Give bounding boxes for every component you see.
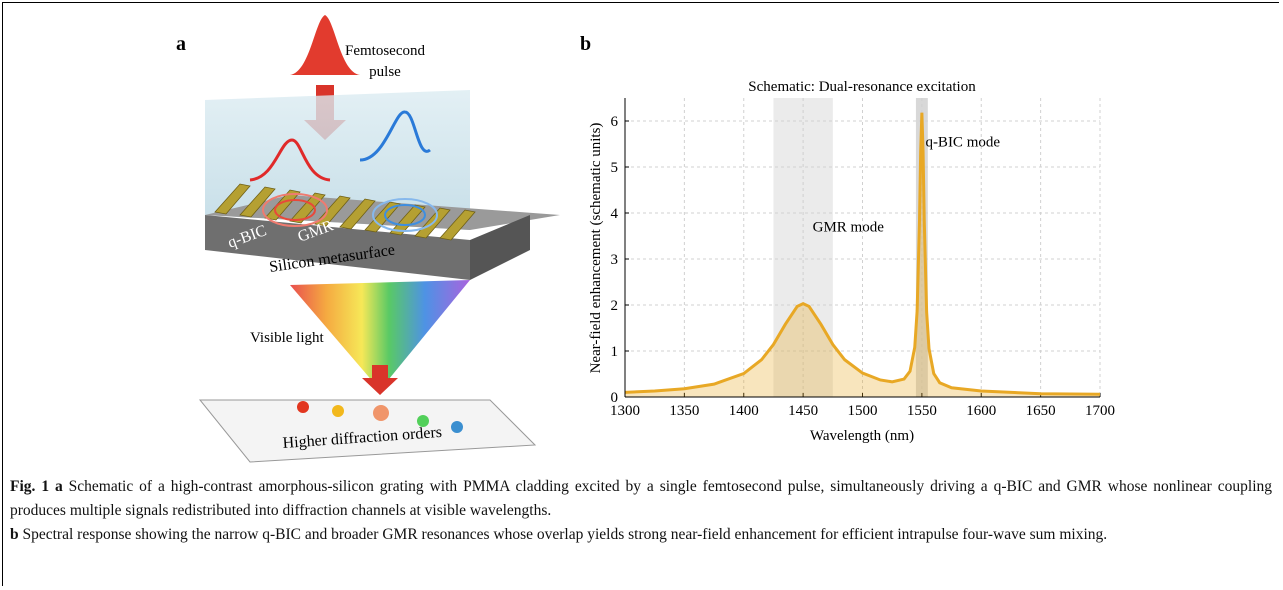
caption-label: Fig. 1	[10, 478, 50, 495]
pulse	[290, 15, 360, 75]
spot	[451, 421, 463, 433]
slab-front	[205, 215, 470, 280]
y-tick-label: 6	[611, 114, 619, 130]
caption-text: Spectral response showing the narrow q-B…	[22, 526, 1108, 543]
screen	[198, 399, 537, 463]
y-tick-label: 1	[611, 344, 619, 360]
y-tick-label: 2	[611, 298, 619, 314]
y-tick-label: 4	[611, 206, 619, 222]
light-cone	[290, 280, 470, 390]
light-label: Visible light	[250, 330, 325, 346]
gmr-wave	[359, 110, 431, 162]
x-tick-label: 1300	[610, 403, 640, 419]
x-tick-label: 1350	[669, 403, 699, 419]
line	[624, 112, 1101, 396]
spot	[297, 401, 309, 413]
figure-graphics: a Femtosecond pulse q-BIC GMR Silicon me…	[176, 15, 1115, 463]
slab-side	[470, 215, 530, 280]
pulse-label: Femtosecond	[345, 43, 425, 59]
x-tick-label: 1550	[907, 403, 937, 419]
plot: 1300 1350 1400 1450 1500 1550 1600 1650 1700 0 1 2 3…	[610, 98, 1115, 419]
y-tick-label: 0	[611, 390, 619, 406]
x-tick-label: 1500	[848, 403, 878, 419]
x-tick-label: 1600	[966, 403, 996, 419]
q-bic-wave	[249, 138, 331, 182]
caption-text: Schematic of a high-contrast amorphous-s…	[10, 478, 1272, 519]
y-tick-label: 5	[611, 160, 619, 176]
x-tick-label: 1650	[1026, 403, 1056, 419]
x-tick-label: 1400	[729, 403, 759, 419]
caption-label: b	[10, 526, 19, 543]
band	[915, 98, 928, 397]
grating	[214, 183, 476, 241]
cladding	[205, 90, 470, 230]
chart-title: Schematic: Dual-resonance excitation	[748, 79, 976, 95]
field-rings	[262, 193, 438, 232]
y-tick-label: 3	[611, 252, 619, 268]
y-axis-label: Near-field enhancement (schematic units)	[588, 123, 604, 374]
x-tick-label: 1450	[788, 403, 818, 419]
panel-label: a	[176, 33, 186, 55]
arrow	[362, 365, 398, 395]
spot	[373, 405, 389, 421]
spot	[417, 415, 429, 427]
caption-label: a	[55, 478, 63, 495]
annotation: GMR mode	[813, 219, 885, 235]
spot	[332, 405, 344, 417]
x-axis-label: Wavelength (nm)	[810, 428, 914, 444]
panel-label: b	[580, 33, 591, 55]
pulse-label: pulse	[369, 64, 401, 80]
annotation: q-BIC mode	[925, 134, 1000, 150]
x-tick-label: 1700	[1085, 403, 1115, 419]
caption: Fig. 1 a Schematic of a high-contrast am…	[10, 475, 1272, 547]
